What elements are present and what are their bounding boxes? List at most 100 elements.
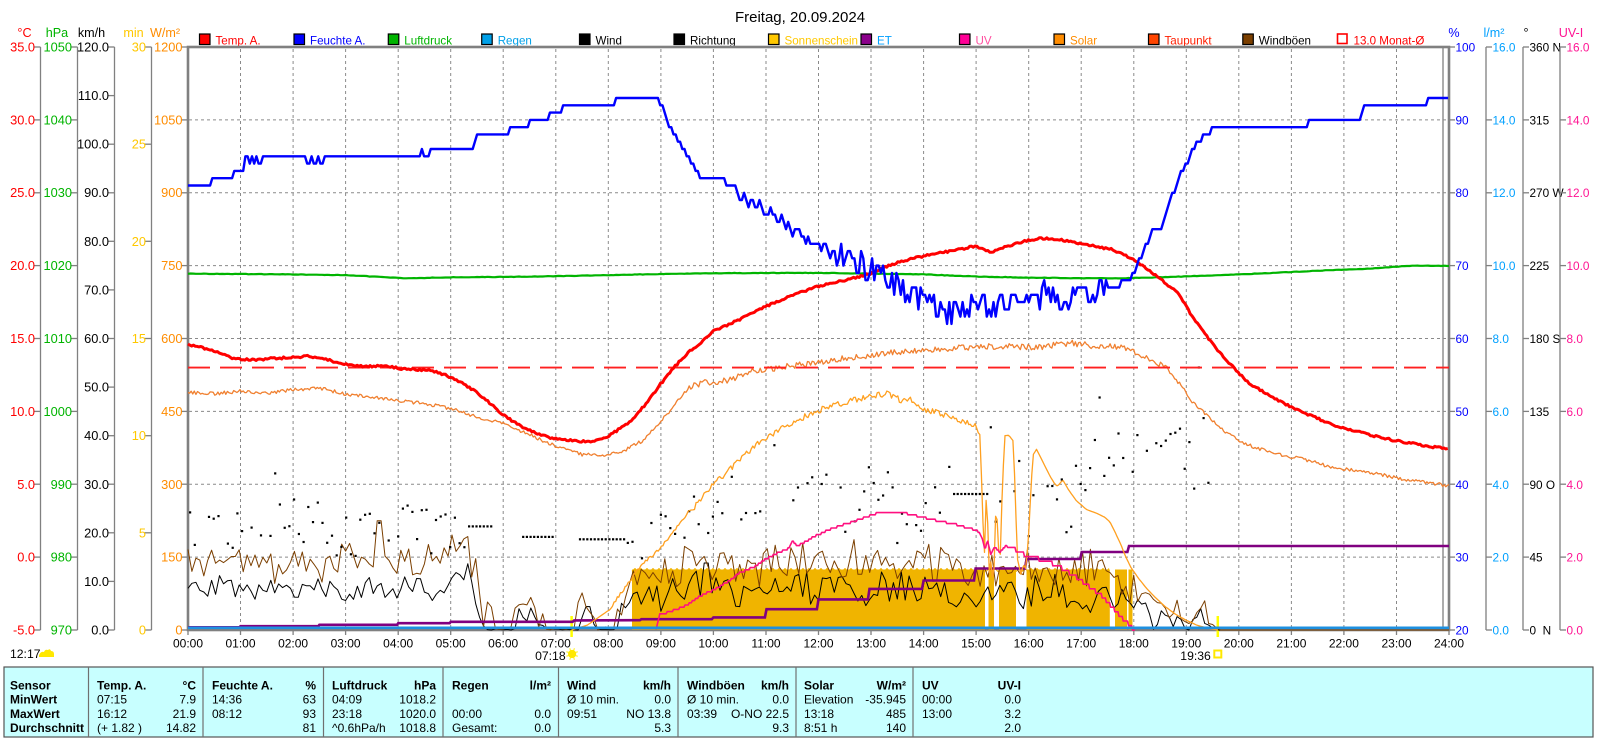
svg-text:(+ 1.82 ): (+ 1.82 ) bbox=[97, 721, 142, 735]
svg-text:10.0: 10.0 bbox=[1493, 259, 1516, 273]
svg-text:O-NO 22.5: O-NO 22.5 bbox=[731, 707, 789, 721]
svg-text:Taupunkt: Taupunkt bbox=[1165, 35, 1213, 48]
svg-text:14.0: 14.0 bbox=[1493, 113, 1516, 127]
svg-text:110.0: 110.0 bbox=[78, 88, 109, 103]
svg-text:25.0: 25.0 bbox=[10, 185, 35, 200]
svg-text:15:00: 15:00 bbox=[961, 637, 991, 651]
svg-text:30: 30 bbox=[1456, 551, 1470, 565]
svg-text:l/m²: l/m² bbox=[530, 679, 551, 693]
svg-text:min: min bbox=[123, 26, 143, 40]
svg-text:2.0: 2.0 bbox=[1004, 721, 1021, 735]
svg-text:1020.0: 1020.0 bbox=[399, 707, 436, 721]
svg-text:02:00: 02:00 bbox=[278, 637, 308, 651]
svg-text:135: 135 bbox=[1530, 405, 1550, 419]
svg-text:Freitag, 20.09.2024: Freitag, 20.09.2024 bbox=[735, 9, 865, 26]
svg-text:0.0: 0.0 bbox=[534, 707, 551, 721]
svg-text:Regen: Regen bbox=[498, 35, 532, 48]
svg-text:990: 990 bbox=[51, 477, 72, 492]
svg-text:970: 970 bbox=[51, 623, 72, 638]
svg-text:km/h: km/h bbox=[643, 679, 671, 693]
svg-text:04:00: 04:00 bbox=[383, 637, 413, 651]
svg-text:21.9: 21.9 bbox=[173, 707, 197, 721]
svg-text:1018.8: 1018.8 bbox=[399, 721, 436, 735]
svg-text:Gesamt:: Gesamt: bbox=[452, 721, 497, 735]
svg-text:07:15: 07:15 bbox=[97, 693, 127, 707]
svg-text:980: 980 bbox=[51, 550, 72, 565]
svg-text:100.0: 100.0 bbox=[77, 137, 109, 152]
svg-text:0: 0 bbox=[139, 623, 146, 638]
svg-text:-35.945: -35.945 bbox=[865, 693, 906, 707]
svg-text:%: % bbox=[305, 679, 316, 693]
svg-text:1050: 1050 bbox=[44, 40, 72, 55]
svg-text:10: 10 bbox=[132, 428, 146, 443]
svg-text:NO 13.8: NO 13.8 bbox=[626, 707, 671, 721]
svg-text:km/h: km/h bbox=[78, 26, 105, 40]
svg-text:90: 90 bbox=[1456, 113, 1470, 127]
svg-text:150: 150 bbox=[161, 550, 182, 565]
svg-text:1000: 1000 bbox=[44, 404, 72, 419]
svg-text:0.0: 0.0 bbox=[1567, 624, 1584, 638]
svg-text:5.3: 5.3 bbox=[654, 721, 671, 735]
svg-text:13:00: 13:00 bbox=[856, 637, 886, 651]
svg-text:%: % bbox=[1448, 26, 1459, 40]
svg-text:13:18: 13:18 bbox=[804, 707, 834, 721]
svg-text:10.0: 10.0 bbox=[10, 404, 35, 419]
svg-text:120.0: 120.0 bbox=[77, 40, 109, 55]
svg-text:140: 140 bbox=[886, 721, 906, 735]
svg-text:45: 45 bbox=[1530, 551, 1544, 565]
svg-text:9.3: 9.3 bbox=[772, 721, 789, 735]
svg-text:13.0 Monat-Ø: 13.0 Monat-Ø bbox=[1354, 35, 1425, 48]
svg-text:06:00: 06:00 bbox=[488, 637, 518, 651]
svg-text:°: ° bbox=[1523, 26, 1528, 40]
svg-text:17:00: 17:00 bbox=[1066, 637, 1096, 651]
svg-text:60.0: 60.0 bbox=[84, 331, 109, 346]
svg-text:23:18: 23:18 bbox=[332, 707, 362, 721]
svg-text:19:36: 19:36 bbox=[1180, 649, 1211, 663]
svg-text:50: 50 bbox=[1456, 405, 1470, 419]
svg-text:16:00: 16:00 bbox=[1014, 637, 1044, 651]
svg-text:07:18: 07:18 bbox=[535, 649, 566, 663]
svg-text:05:00: 05:00 bbox=[436, 637, 466, 651]
svg-text:24:00: 24:00 bbox=[1434, 637, 1464, 651]
svg-text:MinWert: MinWert bbox=[10, 693, 57, 707]
svg-text:90.0: 90.0 bbox=[84, 185, 109, 200]
svg-text:14.0: 14.0 bbox=[1567, 113, 1590, 127]
svg-text:hPa: hPa bbox=[414, 679, 436, 693]
svg-text:900: 900 bbox=[161, 185, 182, 200]
svg-text:225: 225 bbox=[1530, 259, 1550, 273]
svg-text:Luftdruck: Luftdruck bbox=[404, 35, 452, 48]
svg-text:600: 600 bbox=[161, 331, 182, 346]
svg-text:20:00: 20:00 bbox=[1224, 637, 1254, 651]
svg-text:270 W: 270 W bbox=[1530, 186, 1565, 200]
svg-text:00:00: 00:00 bbox=[173, 637, 203, 651]
svg-text:70: 70 bbox=[1456, 259, 1470, 273]
svg-text:63: 63 bbox=[303, 693, 317, 707]
svg-text:Durchschnitt: Durchschnitt bbox=[10, 721, 84, 735]
svg-text:35.0: 35.0 bbox=[10, 40, 35, 55]
svg-text:3.2: 3.2 bbox=[1004, 707, 1021, 721]
svg-text:W/m²: W/m² bbox=[877, 679, 906, 693]
svg-text:5: 5 bbox=[139, 525, 146, 540]
svg-text:8.0: 8.0 bbox=[1567, 332, 1584, 346]
svg-text:UV-I: UV-I bbox=[998, 679, 1021, 693]
svg-text:1020: 1020 bbox=[44, 258, 72, 273]
svg-text:2.0: 2.0 bbox=[1567, 551, 1584, 565]
svg-text:15: 15 bbox=[132, 331, 146, 346]
svg-text:03:00: 03:00 bbox=[331, 637, 361, 651]
svg-text:Regen: Regen bbox=[452, 679, 489, 693]
svg-text:Feuchte A.: Feuchte A. bbox=[212, 679, 273, 693]
svg-text:80: 80 bbox=[1456, 186, 1470, 200]
svg-text:100: 100 bbox=[1456, 41, 1476, 55]
svg-text:20.0: 20.0 bbox=[10, 258, 35, 273]
svg-text:l/m²: l/m² bbox=[1484, 26, 1505, 40]
svg-text:0.0: 0.0 bbox=[1493, 624, 1510, 638]
svg-text:70.0: 70.0 bbox=[84, 282, 109, 297]
svg-text:21:00: 21:00 bbox=[1276, 637, 1306, 651]
svg-text:°C: °C bbox=[17, 26, 31, 40]
svg-text:6.0: 6.0 bbox=[1567, 405, 1584, 419]
svg-text:W/m²: W/m² bbox=[150, 26, 180, 40]
svg-text:0: 0 bbox=[175, 623, 182, 638]
svg-text:Solar: Solar bbox=[804, 679, 834, 693]
svg-text:5.0: 5.0 bbox=[17, 477, 35, 492]
svg-text:Feuchte A.: Feuchte A. bbox=[310, 35, 365, 48]
